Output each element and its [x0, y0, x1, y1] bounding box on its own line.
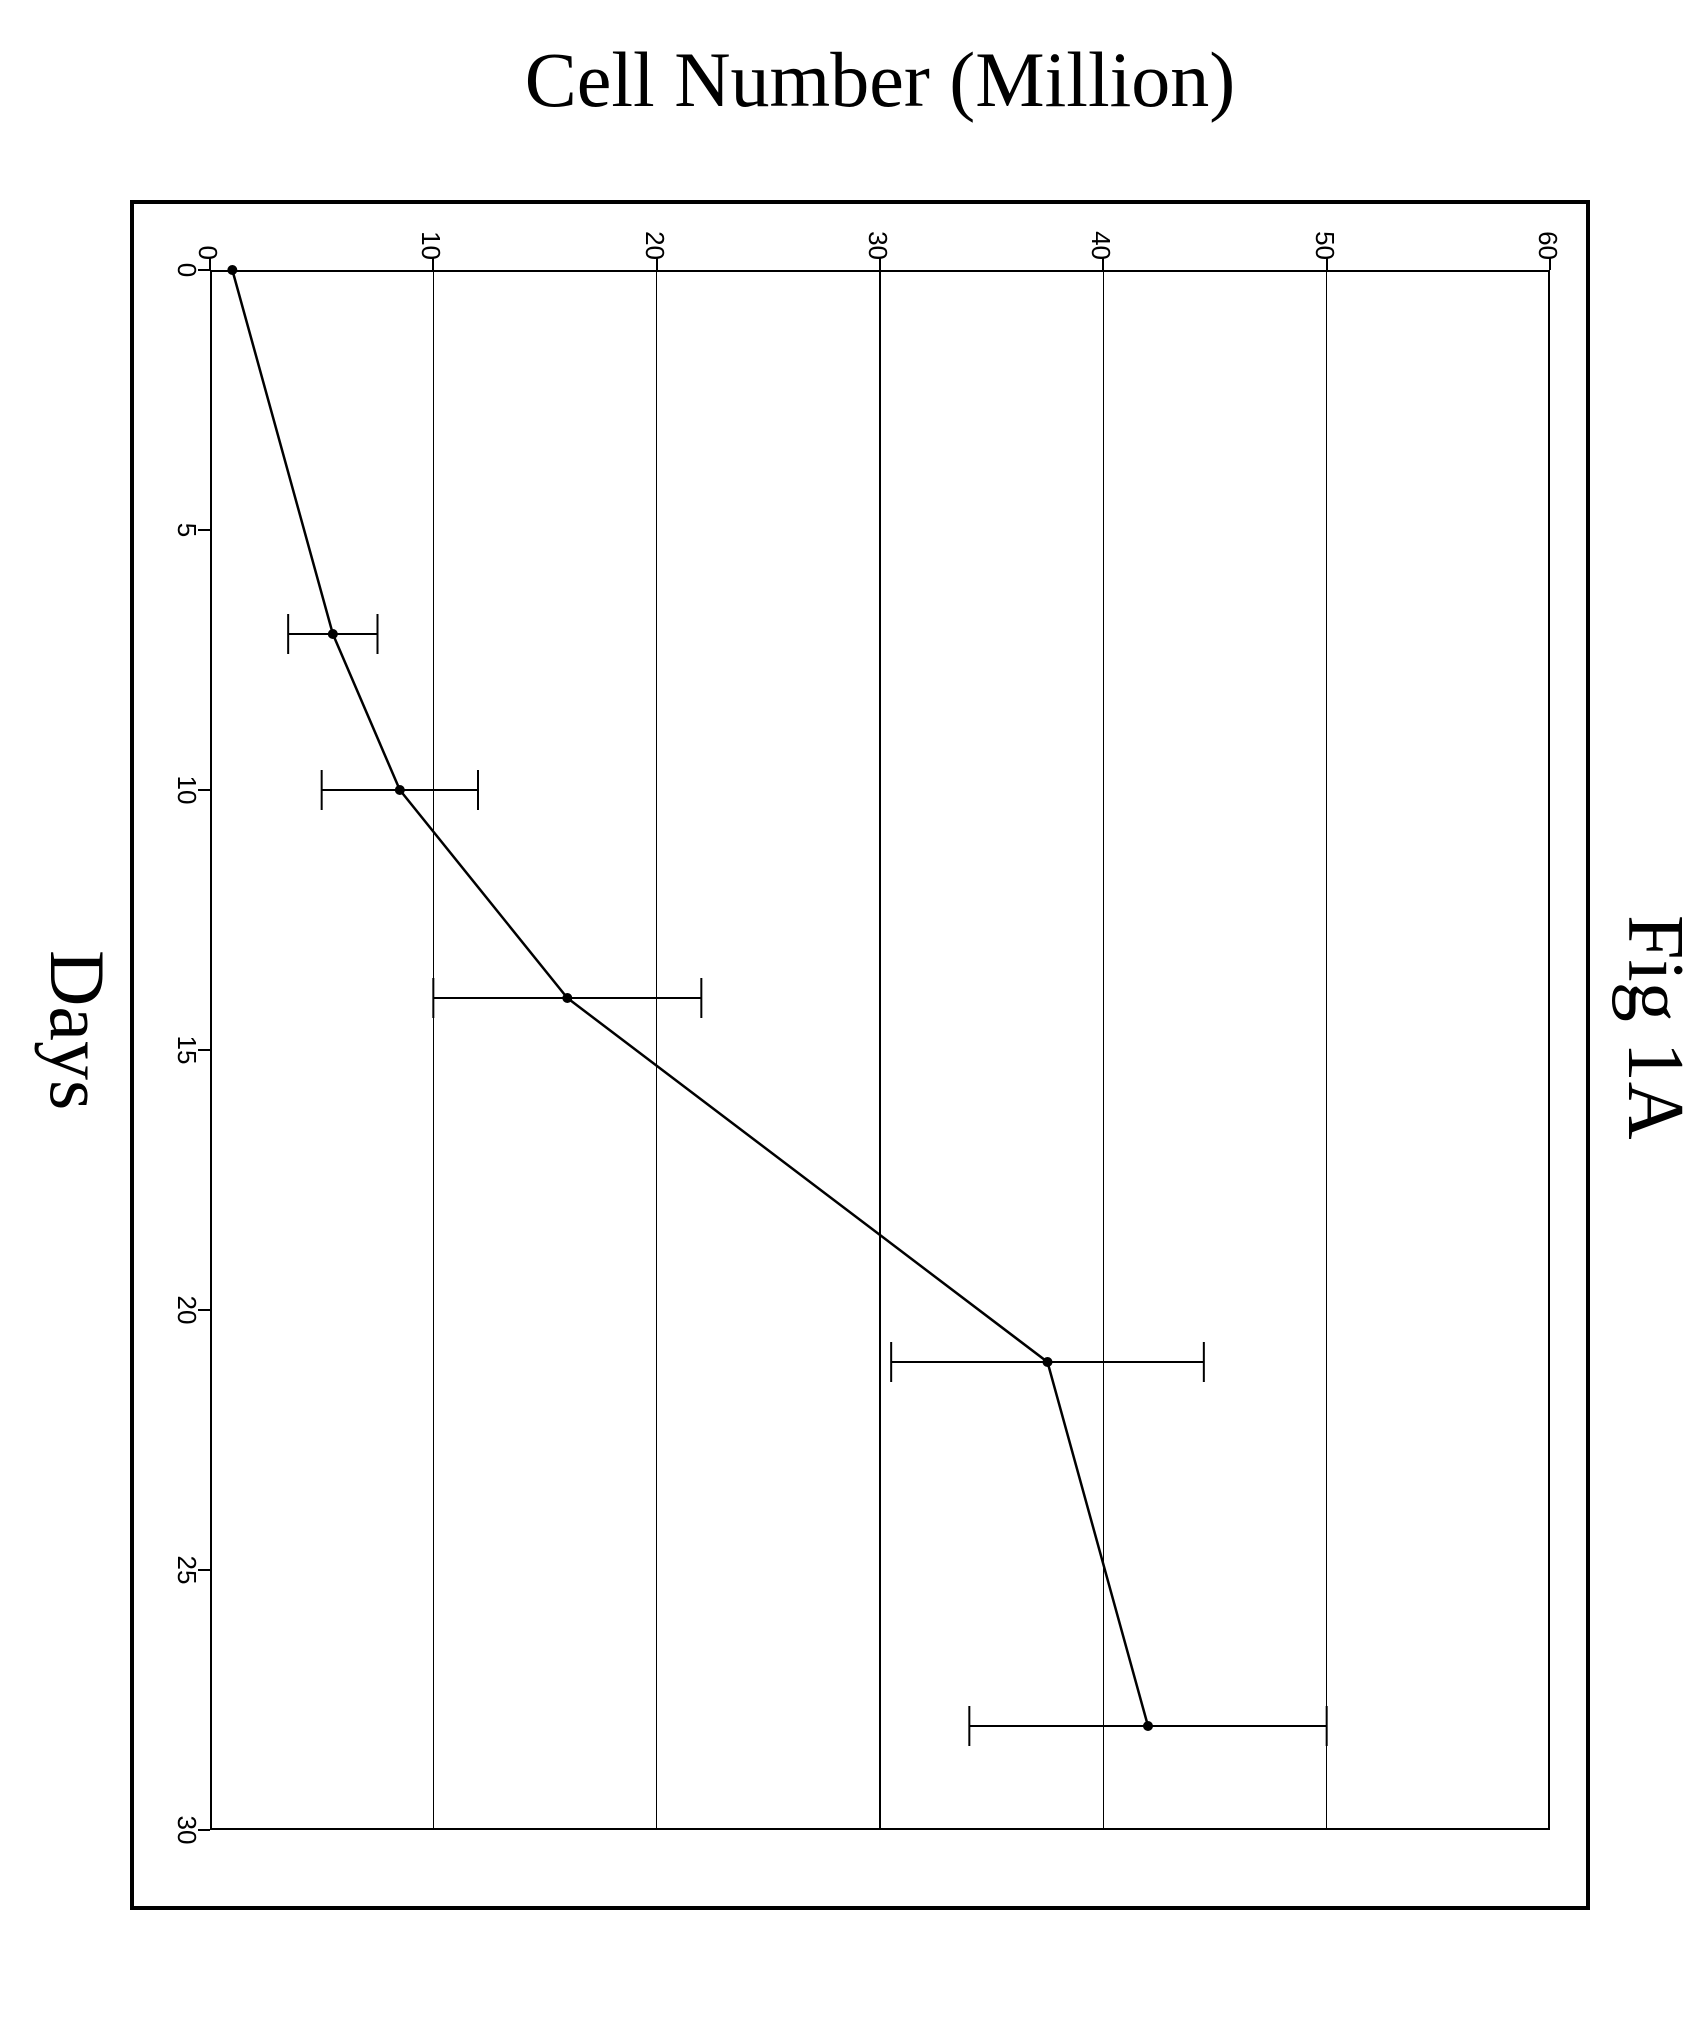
y-tick-mark — [1102, 258, 1104, 270]
y-tick-mark — [432, 258, 434, 270]
y-axis-label: Cell Number (Million) — [525, 35, 1236, 125]
y-gridline — [433, 270, 435, 1830]
figure-title: Fig 1A — [1609, 915, 1700, 1140]
y-tick-label: 40 — [1085, 220, 1116, 260]
y-tick-mark — [1326, 258, 1328, 270]
data-point — [1043, 1357, 1053, 1367]
x-tick-mark — [198, 1049, 210, 1051]
x-tick-mark — [198, 1829, 210, 1831]
x-tick-mark — [198, 269, 210, 271]
y-tick-mark — [879, 258, 881, 270]
plot-area — [210, 270, 1550, 1830]
y-tick-label: 10 — [415, 220, 446, 260]
y-tick-label: 20 — [639, 220, 670, 260]
y-tick-label: 60 — [1532, 220, 1563, 260]
y-gridline — [1326, 270, 1328, 1830]
y-gridline — [1103, 270, 1105, 1830]
figure-panel: Fig 1A Days Cell Number (Million) 010203… — [0, 0, 1702, 2035]
y-tick-label: 30 — [862, 220, 893, 260]
x-tick-mark — [198, 529, 210, 531]
x-tick-mark — [198, 789, 210, 791]
data-point — [562, 993, 572, 1003]
y-gridline — [656, 270, 658, 1830]
data-point — [328, 629, 338, 639]
page: Fig 1A Days Cell Number (Million) 010203… — [0, 0, 1702, 2035]
x-tick-mark — [198, 1309, 210, 1311]
y-tick-mark — [656, 258, 658, 270]
data-point — [395, 785, 405, 795]
y-tick-label: 50 — [1309, 220, 1340, 260]
y-tick-mark — [1549, 258, 1551, 270]
data-point — [227, 265, 237, 275]
y-gridline — [879, 270, 881, 1830]
data-point — [1143, 1721, 1153, 1731]
x-tick-mark — [198, 1569, 210, 1571]
x-axis-label: Days — [32, 950, 122, 1110]
